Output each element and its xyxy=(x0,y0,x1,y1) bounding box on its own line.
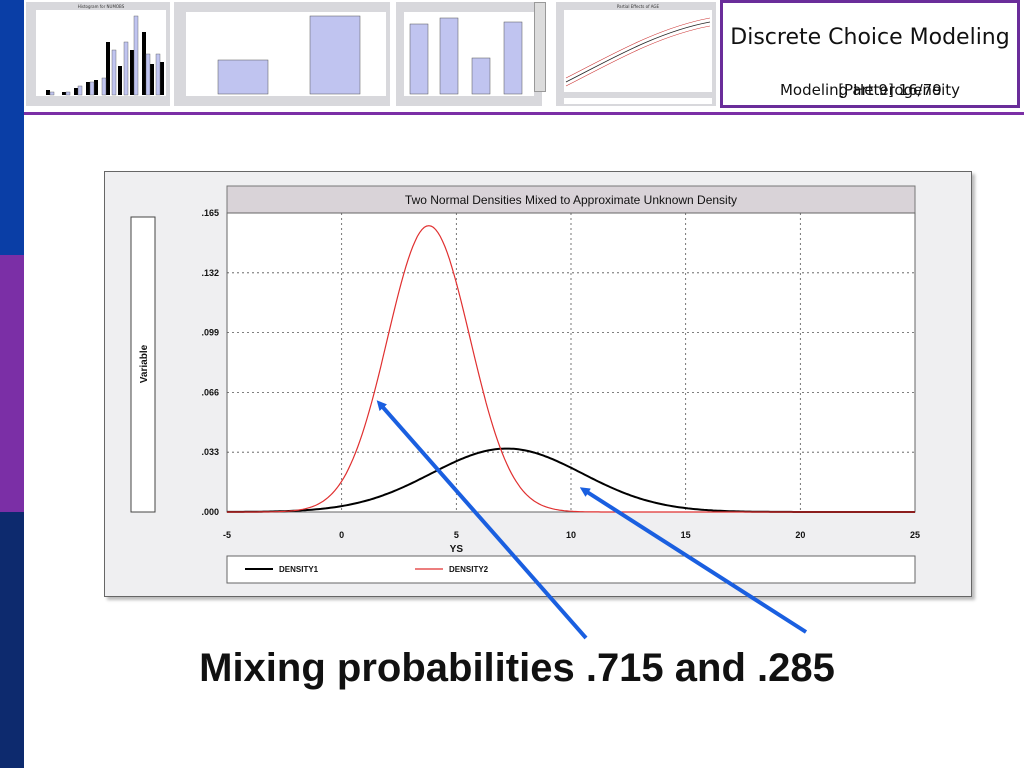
thumbnail-line-chart-4-graphic: Partial Effects of AGE xyxy=(556,2,716,106)
plot-area xyxy=(226,212,916,513)
x-tick-label: 15 xyxy=(681,530,691,540)
x-tick-label: 20 xyxy=(795,530,805,540)
x-tick-label: -5 xyxy=(223,530,231,540)
chart-title: Two Normal Densities Mixed to Approximat… xyxy=(405,193,737,207)
slide-subtitle: Modeling Heterogeneity xyxy=(779,81,961,99)
legend-box xyxy=(226,555,916,584)
legend-label-density1: DENSITY1 xyxy=(279,565,319,574)
y-axis-label-box xyxy=(130,216,156,513)
y-tick-label: .132 xyxy=(201,268,219,278)
y-tick-label: .033 xyxy=(201,447,219,457)
y-tick-label: .066 xyxy=(201,387,219,397)
chart-frame: Two Normal Densities Mixed to Approximat… xyxy=(104,171,972,597)
arrow-to-density1 xyxy=(579,487,808,634)
x-tick-label: 5 xyxy=(454,530,459,540)
side-band-navy xyxy=(0,512,24,768)
thumbnail-bar-chart-2-graphic xyxy=(174,2,390,106)
x-tick-label: 0 xyxy=(339,530,344,540)
slide-title-box: Discrete Choice Modeling Modeling Hetero… xyxy=(720,0,1020,108)
thumbnail-1-title: Histogram for NUMOBS xyxy=(78,4,125,9)
thumbnail-bar-chart-2 xyxy=(174,2,390,106)
y-axis-label: Variable xyxy=(139,344,150,383)
thumbnail-bar-chart-3 xyxy=(396,2,542,106)
x-tick-label: 10 xyxy=(566,530,576,540)
y-tick-label: .165 xyxy=(201,208,219,218)
legend-label-density2: DENSITY2 xyxy=(449,565,489,574)
thumbnail-line-chart-4: Partial Effects of AGE xyxy=(556,2,716,106)
thumbnail-bar-chart-3-graphic xyxy=(396,2,542,106)
series-line-density2 xyxy=(227,225,915,513)
thumbnail-histogram-1: Histogram for NUMOBS xyxy=(26,2,170,106)
slide-page-number: [Part 9] 16/79 xyxy=(838,81,942,99)
arrow-to-density2 xyxy=(376,400,588,640)
thumbnail-histogram-1-graphic: Histogram for NUMOBS xyxy=(26,2,170,106)
thumbnail-4-title: Partial Effects of AGE xyxy=(617,4,660,9)
x-axis-label: YS xyxy=(450,544,464,555)
density-chart: Two Normal Densities Mixed to Approximat… xyxy=(130,185,920,584)
chart-title-bar xyxy=(226,185,916,214)
mixing-probabilities-caption: Mixing probabilities .715 and .285 xyxy=(199,646,835,690)
y-tick-label: .000 xyxy=(201,507,219,517)
side-band-blue xyxy=(0,0,24,255)
y-tick-label: .099 xyxy=(201,328,219,338)
thumbnail-axis-label xyxy=(534,2,546,92)
slide-title: Discrete Choice Modeling xyxy=(730,25,1010,50)
x-tick-label: 25 xyxy=(910,530,920,540)
side-band-purple xyxy=(0,255,24,512)
